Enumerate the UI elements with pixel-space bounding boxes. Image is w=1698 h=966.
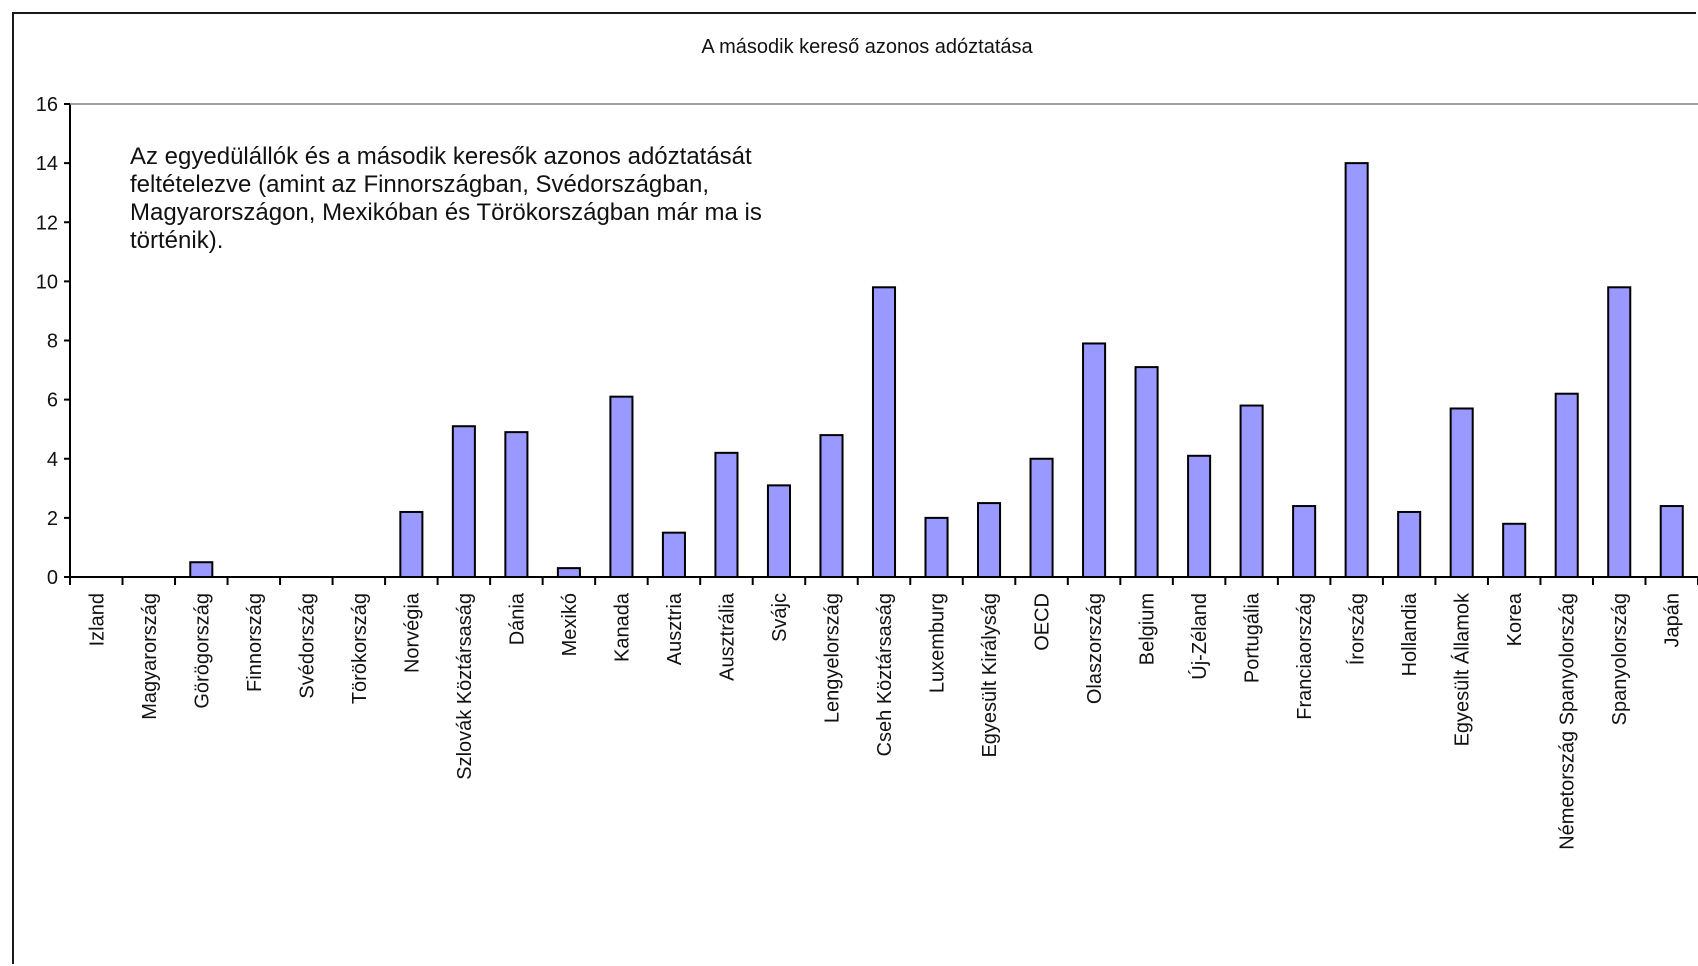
x-tick-label: Egyesült Államok [1451, 592, 1474, 746]
bar [819, 434, 844, 578]
x-tick-label: Belgium [1137, 593, 1159, 665]
annotation-line: Az egyedülállók és a második keresők azo… [130, 143, 752, 170]
bar [1397, 510, 1422, 578]
x-tick-label: Korea [1504, 592, 1526, 646]
x-tick-label: Magyarország [139, 593, 161, 720]
x-tick-label: Hollandia [1399, 592, 1421, 676]
bar [1344, 162, 1369, 579]
x-tick-label: Portugália [1242, 592, 1264, 683]
bar [1187, 454, 1212, 579]
bar [1082, 342, 1107, 578]
bar [766, 484, 792, 578]
chart-frame: A második kereső azonos adóztatása Az eg… [12, 12, 1698, 964]
x-tick-label: Spanyolország [1609, 593, 1631, 725]
x-tick-label: Dánia [506, 592, 528, 645]
bar [1449, 407, 1474, 578]
y-tick-label: 12 [36, 212, 58, 234]
bar [556, 567, 581, 579]
bar [924, 516, 949, 579]
x-tick-label: Németország Spanyolország [1557, 593, 1579, 850]
chart-title: A második kereső azonos adóztatása [701, 36, 1033, 58]
x-tick-label: Egyesült Királyság [979, 593, 1001, 758]
x-tick-label: Görögország [191, 593, 213, 709]
x-tick-label: Szlovák Köztársaság [454, 593, 476, 780]
x-tick-label: Izland [86, 593, 108, 646]
axes-layer [64, 103, 1698, 585]
x-tick-label: Cseh Köztársaság [874, 593, 896, 756]
bar [1134, 366, 1159, 578]
bar [399, 510, 424, 578]
x-tick-label: Írország [1346, 593, 1369, 665]
x-tick-label: Luxemburg [927, 593, 949, 693]
labels-layer: 0 2 4 6 8 10 12 14 16 Izland Magyarország Görögorsz… [36, 94, 1684, 850]
bar [1659, 505, 1684, 578]
x-tick-label: Új-Zéland [1188, 593, 1211, 680]
y-tick-label: 16 [36, 94, 58, 116]
bar [1554, 392, 1579, 578]
bar-chart: A második kereső azonos adóztatása Az eg… [36, 36, 1698, 850]
annotation-line: történik). [130, 227, 223, 254]
bar [451, 425, 476, 579]
x-tick-label: Mexikó [559, 593, 581, 656]
x-tick-label: Ausztria [664, 592, 686, 665]
y-tick-label: 10 [36, 271, 58, 293]
x-tick-label: Finnország [244, 593, 266, 692]
bar [1239, 404, 1264, 579]
chart-annotation: Az egyedülállók és a második keresők azo… [130, 143, 769, 254]
bar [977, 502, 1002, 578]
x-tick-label: Franciaország [1294, 593, 1316, 720]
bar [189, 561, 214, 578]
y-tick-label: 14 [36, 153, 58, 175]
bars-layer [189, 162, 1684, 579]
bar [1292, 505, 1317, 578]
x-tick-label: Olaszország [1084, 593, 1106, 704]
x-tick-label: Ausztrália [716, 592, 738, 681]
annotation-line: Magyarországon, Mexikóban és Törökország… [130, 199, 762, 226]
x-tick-label: Törökország [349, 593, 371, 704]
y-tick-label: 6 [47, 390, 58, 412]
y-tick-label: 2 [47, 508, 58, 530]
bar [504, 431, 529, 579]
bar [1029, 457, 1054, 578]
annotation-line: feltételezve (amint az Finnországban, Sv… [130, 171, 709, 198]
bar [1607, 286, 1632, 578]
bar [714, 451, 739, 578]
y-tick-label: 8 [47, 331, 58, 353]
x-tick-label: OECD [1032, 593, 1054, 651]
y-tick-label: 0 [47, 567, 58, 589]
x-tick-label: Svájc [769, 593, 791, 642]
bar [871, 286, 897, 578]
x-tick-label: Japán [1662, 593, 1684, 648]
x-tick-label: Kanada [611, 592, 633, 662]
bar [1502, 522, 1527, 579]
y-tick-label: 4 [47, 449, 58, 471]
bar [609, 395, 634, 579]
x-tick-label: Lengyelország [821, 593, 843, 723]
bar [661, 531, 686, 578]
x-tick-label: Norvégia [401, 592, 423, 673]
x-tick-label: Svédország [296, 593, 318, 699]
